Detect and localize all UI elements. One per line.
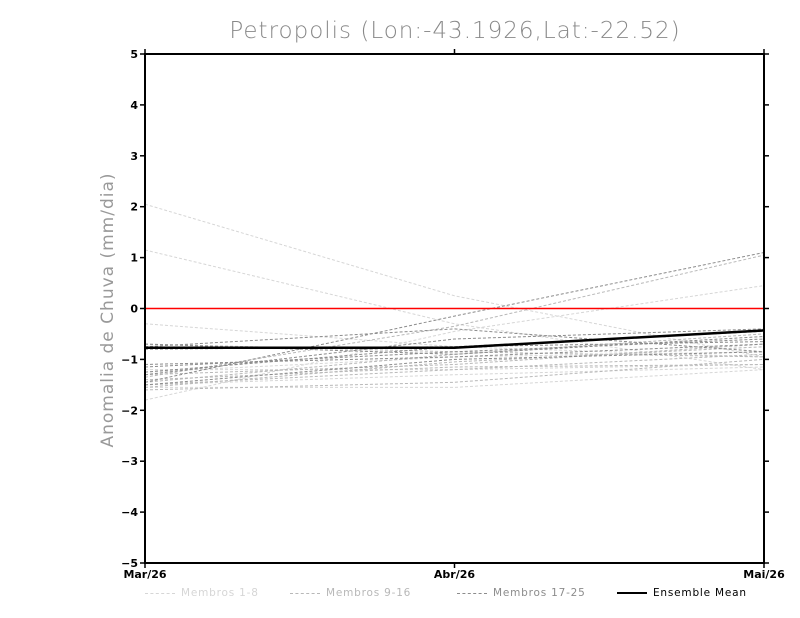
chart-title: Petropolis (Lon:-43.1926,Lat:-22.52) [229,18,681,44]
legend-swatch-members-9-16 [290,592,320,594]
member-line-1 [144,203,765,358]
member-line-5 [145,369,765,388]
legend-item-members-17-25: Membros 17-25 [457,585,586,601]
member-line-10 [144,254,765,378]
y-tick-label: −4 [121,506,138,519]
y-tick-label: −2 [121,404,138,417]
x-tick-label: Mai/26 [743,568,785,581]
ensemble-mean-line [145,329,765,349]
member-line-20 [144,328,765,353]
y-tick-label: −5 [121,557,138,570]
member-line-15 [144,346,765,388]
member-line-23 [144,343,765,365]
y-tick-label: 3 [130,150,138,163]
series-group [144,203,765,401]
member-line-24 [144,341,765,350]
member-line-12 [144,343,765,376]
legend-swatch-ensemble-mean [617,592,647,594]
legend-item-members-9-16: Membros 9-16 [290,585,411,601]
y-tick-label: 1 [130,252,138,265]
legend-item-members-1-8: Membros 1-8 [145,585,259,601]
y-axis-label: Anomalia de Chuva (mm/dia) [98,172,118,448]
member-line-6 [144,285,765,401]
legend-label-members-1-8: Membros 1-8 [181,587,259,599]
member-line-8 [144,366,765,386]
legend-label-members-9-16: Membros 9-16 [326,587,412,599]
member-line-11 [144,358,765,391]
member-line-18 [144,336,765,355]
member-line-16 [144,364,765,381]
legend-label-members-17-25: Membros 17-25 [493,587,586,599]
legend-item-ensemble-mean: Ensemble Mean [617,585,747,601]
y-tick-label: 0 [130,303,138,316]
member-line-14 [144,353,765,386]
legend-swatch-members-17-25 [457,592,487,594]
member-line-17 [144,252,765,383]
member-line-7 [144,351,765,373]
member-line-19 [144,351,765,386]
legend-swatch-members-1-8 [145,592,175,594]
member-line-22 [144,328,765,376]
x-tick-label: Mar/26 [123,568,166,581]
axis-ticks: −5 −4 −3 −2 −1 0 1 2 3 4 5 Mar/26 Abr/26 Mai/26 [121,48,785,581]
y-tick-label: 2 [130,201,138,214]
member-line-9 [144,343,765,358]
x-tick-label: Abr/26 [434,568,475,581]
y-tick-label: 5 [130,48,138,61]
y-tick-label: 4 [130,99,138,112]
y-tick-label: −1 [121,353,138,366]
mean-group [145,329,765,349]
member-line-4 [145,364,765,371]
legend-label-ensemble-mean: Ensemble Mean [653,587,747,599]
y-tick-label: −3 [121,455,138,468]
member-line-13 [144,333,765,383]
